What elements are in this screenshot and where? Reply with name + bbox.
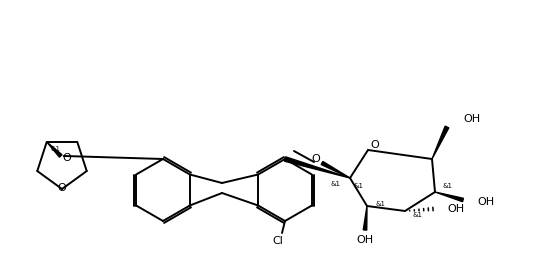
Polygon shape bbox=[432, 126, 449, 159]
Text: OH: OH bbox=[356, 235, 374, 245]
Text: O: O bbox=[63, 153, 71, 163]
Text: Cl: Cl bbox=[273, 236, 284, 246]
Polygon shape bbox=[363, 206, 367, 230]
Text: &1: &1 bbox=[330, 181, 340, 187]
Text: OH: OH bbox=[463, 114, 480, 124]
Text: &1: &1 bbox=[51, 146, 61, 152]
Text: OH: OH bbox=[447, 204, 464, 214]
Polygon shape bbox=[435, 192, 464, 202]
Text: &1: &1 bbox=[353, 183, 363, 189]
Text: OH: OH bbox=[477, 197, 494, 207]
Text: O: O bbox=[58, 183, 66, 193]
Text: &1: &1 bbox=[442, 183, 452, 189]
Polygon shape bbox=[321, 161, 350, 178]
Text: O: O bbox=[312, 154, 320, 164]
Text: &1: &1 bbox=[412, 212, 422, 218]
Text: O: O bbox=[371, 140, 379, 150]
Text: &1: &1 bbox=[375, 201, 385, 207]
Polygon shape bbox=[47, 142, 62, 157]
Polygon shape bbox=[285, 157, 350, 178]
